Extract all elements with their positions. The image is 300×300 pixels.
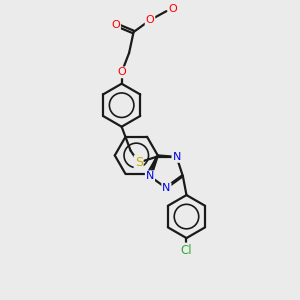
Text: O: O xyxy=(146,15,154,25)
Text: O: O xyxy=(169,4,177,14)
Text: O: O xyxy=(111,20,120,30)
Text: Cl: Cl xyxy=(181,244,192,256)
Text: N: N xyxy=(162,183,171,193)
Text: O: O xyxy=(117,68,126,77)
Text: S: S xyxy=(135,156,143,169)
Text: N: N xyxy=(172,152,181,162)
Text: N: N xyxy=(146,171,154,181)
